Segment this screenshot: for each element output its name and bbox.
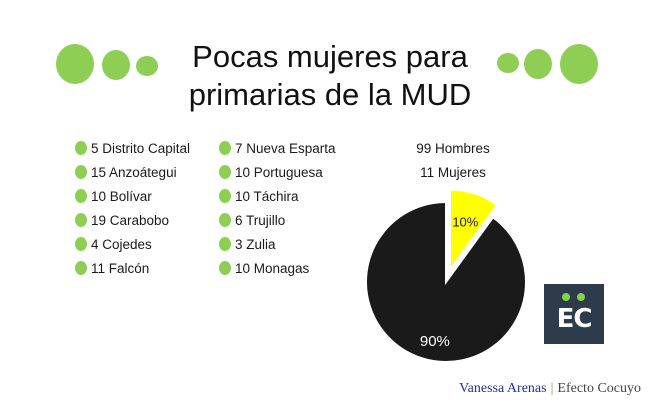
legend-label: 10 Portuguesa <box>235 165 323 180</box>
pie-label-mujeres: 10% <box>452 214 478 229</box>
legend-item: 4 Cojedes <box>75 236 152 254</box>
bullet-dot-icon <box>219 165 231 179</box>
credit-author: Vanessa Arenas <box>459 381 547 396</box>
bullet-dot-icon <box>219 261 231 275</box>
logo-text: EC <box>556 304 593 334</box>
legend-item: 3 Zulia <box>219 236 276 254</box>
summary-men: 99 Hombres <box>416 141 490 156</box>
legend-label: 6 Trujillo <box>235 213 286 228</box>
legend-label: 7 Nueva Esparta <box>235 141 336 156</box>
efecto-cocuyo-logo: EC <box>544 284 604 344</box>
logo-dot-left-icon <box>562 293 570 301</box>
bullet-dot-icon <box>75 189 87 203</box>
bullet-dot-icon <box>75 165 87 179</box>
logo-dot-right-icon <box>577 293 585 301</box>
bullet-dot-icon <box>219 141 231 155</box>
bullet-dot-icon <box>75 237 87 251</box>
title-line-1: Pocas mujeres para <box>192 39 468 74</box>
pie-chart: 10% 90% <box>365 188 527 362</box>
pie-label-hombres: 90% <box>420 333 450 350</box>
decorative-dot-right-medium <box>524 49 552 79</box>
legend-item: 5 Distrito Capital <box>75 140 190 158</box>
credit-separator: | <box>550 381 554 396</box>
summary-women: 11 Mujeres <box>420 165 486 180</box>
decorative-dot-left-large <box>56 44 94 84</box>
legend-label: 10 Monagas <box>235 261 310 276</box>
legend-item: 15 Anzoátegui <box>75 164 177 182</box>
legend-label: 15 Anzoátegui <box>91 165 177 180</box>
legend-item: 10 Monagas <box>219 260 309 278</box>
pie-slice-hombres <box>365 200 527 362</box>
legend-label: 4 Cojedes <box>91 237 152 252</box>
bullet-dot-icon <box>219 213 231 227</box>
legend-item: 10 Táchira <box>219 188 299 206</box>
legend-item: 10 Portuguesa <box>219 164 323 182</box>
bullet-dot-icon <box>219 189 231 203</box>
legend-item: 10 Bolívar <box>75 188 152 206</box>
legend-item: 7 Nueva Esparta <box>219 140 336 158</box>
legend-item: 11 Falcón <box>75 260 149 278</box>
decorative-dot-left-small <box>136 56 158 76</box>
legend-item: 19 Carabobo <box>75 212 169 230</box>
credit-outlet: Efecto Cocuyo <box>557 381 641 396</box>
bullet-dot-icon <box>219 237 231 251</box>
decorative-dot-right-small <box>497 53 519 73</box>
legend-label: 5 Distrito Capital <box>91 141 191 156</box>
bullet-dot-icon <box>75 261 87 275</box>
legend-label: 10 Táchira <box>235 189 299 204</box>
legend-item: 6 Trujillo <box>219 212 285 230</box>
pie-slice-mujeres <box>449 188 499 273</box>
legend-label: 11 Falcón <box>91 261 150 276</box>
legend-label: 10 Bolívar <box>91 189 152 204</box>
page-title: Pocas mujeres para primarias de la MUD <box>180 38 480 114</box>
legend-label: 19 Carabobo <box>91 213 170 228</box>
decorative-dot-left-medium <box>102 50 130 80</box>
decorative-dot-right-large <box>560 44 598 84</box>
bullet-dot-icon <box>75 141 87 155</box>
credit-line: Vanessa Arenas | Efecto Cocuyo <box>459 381 641 397</box>
title-line-2: primarias de la MUD <box>188 77 472 112</box>
legend-label: 3 Zulia <box>235 237 276 252</box>
bullet-dot-icon <box>75 213 87 227</box>
